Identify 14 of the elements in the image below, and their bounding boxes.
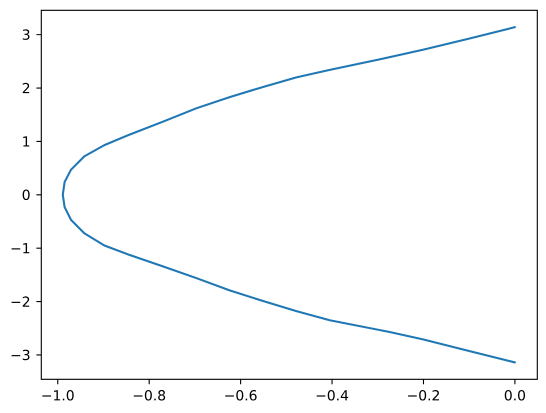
- y-tick-label: 3: [22, 29, 30, 40]
- line-series: [62, 26, 516, 364]
- y-tick-label: −2: [12, 296, 30, 307]
- x-tick-label: −1.0: [42, 390, 74, 401]
- x-tick-label: −0.4: [316, 390, 348, 401]
- x-tick-label: −0.6: [225, 390, 257, 401]
- y-tick-label: 1: [23, 136, 30, 146]
- y-tick-label: −3: [12, 350, 30, 360]
- y-tick-label: −1: [12, 243, 30, 254]
- x-tick-label: 0.0: [504, 390, 526, 401]
- x-tick-label: −0.2: [408, 390, 439, 401]
- y-tick-label: 2: [22, 82, 30, 94]
- y-tick-label: 0: [22, 190, 30, 200]
- x-tick-label: −0.8: [134, 390, 166, 401]
